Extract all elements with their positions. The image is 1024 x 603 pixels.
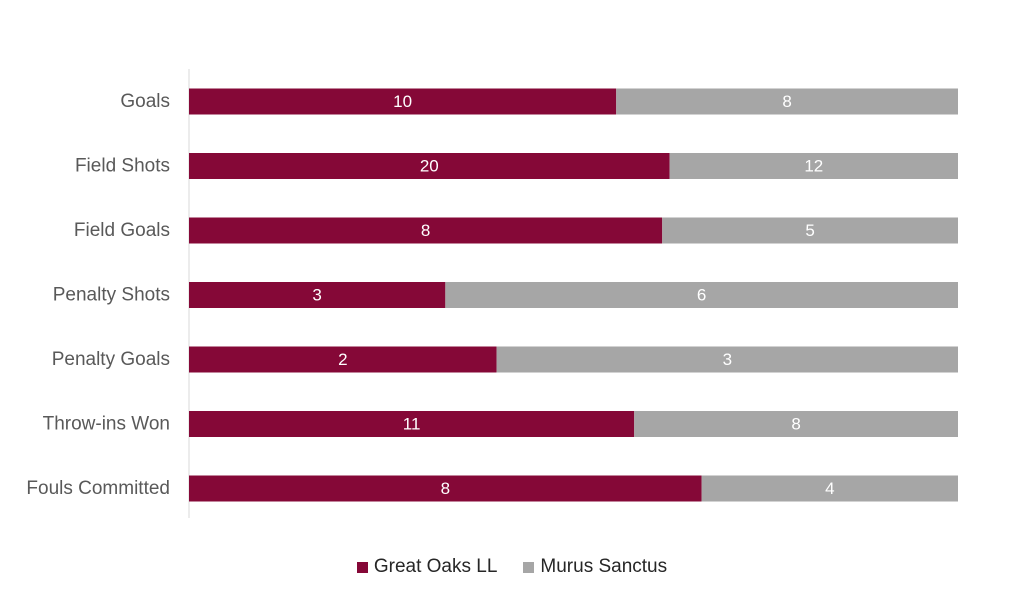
bar-segment-series-1: [189, 346, 497, 373]
data-label-series-1: 8: [441, 479, 450, 498]
data-label-series-1: 2: [338, 350, 347, 369]
bar-segment-series-1: [189, 282, 446, 308]
legend-item-series-2: Murus Sanctus: [523, 556, 667, 578]
data-label-series-2: 5: [805, 221, 814, 240]
data-label-series-2: 4: [825, 479, 834, 498]
legend-item-series-1: Great Oaks LL: [356, 556, 498, 578]
bar-segment-series-1: [189, 153, 670, 179]
bar-segment-series-2: [662, 217, 958, 244]
bar-segment-series-2: [669, 153, 958, 179]
data-label-series-1: 8: [421, 221, 430, 240]
bar-segment-series-1: [189, 411, 635, 437]
data-label-series-1: 10: [393, 92, 412, 111]
category-label: Fouls Committed: [26, 478, 170, 499]
category-label: Field Goals: [74, 220, 170, 241]
data-label-series-2: 8: [791, 415, 800, 434]
bar-segment-series-2: [496, 346, 958, 373]
data-label-series-1: 20: [420, 157, 439, 176]
legend: Great Oaks LL Murus Sanctus: [0, 556, 1024, 578]
bar-segment-series-2: [616, 88, 958, 115]
category-label: Goals: [120, 91, 170, 112]
bar-segment-series-2: [701, 475, 958, 502]
bar-segment-series-1: [189, 217, 663, 244]
bar-segment-series-1: [189, 88, 617, 115]
legend-swatch-series-1: [356, 561, 368, 573]
data-label-series-1: 11: [403, 415, 421, 434]
category-label: Throw-ins Won: [43, 414, 170, 435]
category-label: Penalty Shots: [53, 285, 170, 306]
bar-segment-series-2: [634, 411, 958, 437]
bar-segment-series-2: [445, 282, 958, 308]
data-label-series-1: 3: [312, 286, 321, 305]
legend-label-series-1: Great Oaks LL: [373, 556, 498, 577]
data-label-series-2: 12: [804, 157, 823, 176]
legend-swatch-series-2: [523, 561, 535, 573]
data-label-series-2: 8: [782, 92, 791, 111]
data-label-series-2: 6: [697, 286, 706, 305]
data-label-series-2: 3: [723, 350, 732, 369]
legend-label-series-2: Murus Sanctus: [540, 556, 668, 577]
category-label: Penalty Goals: [52, 349, 170, 370]
bar-segment-series-1: [189, 475, 702, 502]
category-label: Field Shots: [75, 156, 170, 177]
